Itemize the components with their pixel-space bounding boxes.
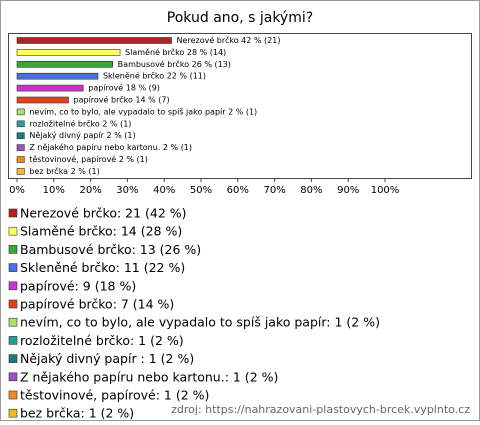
x-tick-label: 100% (371, 185, 400, 196)
bar (16, 156, 25, 163)
legend-swatch (8, 336, 18, 345)
value-label: papírové brčko 14 % (7) (74, 95, 170, 105)
legend-label: papírové brčko: 7 (14 %) (20, 297, 174, 312)
legend-swatch (8, 390, 18, 400)
value-label: Z nějakého papíru nebo kartonu. 2 % (1) (29, 142, 192, 152)
x-tick-label: 60% (227, 185, 249, 196)
x-tick-label: 0% (9, 185, 25, 196)
bar (16, 49, 121, 56)
chart-title: Pokud ano, s jakými? (167, 10, 313, 26)
x-tick-label: 70% (263, 185, 285, 196)
x-tick-label: 90% (337, 185, 359, 196)
x-tick-label: 20% (79, 185, 101, 196)
bar (16, 144, 25, 151)
value-label: nevím, co to bylo, ale vypadalo to spíš … (29, 106, 257, 116)
legend-label: rozložitelné brčko: 1 (2 %) (20, 333, 184, 348)
legend-swatch (8, 299, 18, 309)
plot-area (8, 33, 472, 179)
value-label: Nerezové brčko 42 % (21) (177, 35, 281, 45)
legend-label: bez brčka: 1 (2 %) (20, 406, 134, 421)
bar (16, 37, 172, 44)
value-label: bez brčka 2 % (1) (29, 166, 99, 176)
legend-label: Skleněné brčko: 11 (22 %) (20, 260, 185, 275)
value-label: Nějaký divný papír 2 % (1) (29, 131, 135, 140)
bar (16, 72, 99, 80)
bar (16, 108, 25, 116)
x-tick-label: 40% (153, 185, 175, 196)
value-label: rozložitelné brčko 2 % (1) (29, 118, 131, 128)
legend-swatch (8, 281, 18, 291)
value-label: Slaměné brčko 28 % (14) (125, 47, 226, 57)
bar (16, 132, 25, 139)
value-label: Bambusové brčko 26 % (13) (118, 59, 231, 69)
x-tick-label: 50% (190, 185, 212, 196)
legend-swatch (8, 408, 18, 418)
legend-swatch (8, 226, 18, 236)
x-tick-label: 30% (116, 185, 138, 196)
legend-label: Nerezové brčko: 21 (42 %) (20, 206, 187, 221)
value-label: papírové 18 % (9) (88, 83, 160, 93)
bar (16, 120, 25, 128)
legend-label: Bambusové brčko: 13 (26 %) (20, 242, 201, 257)
bar (16, 60, 113, 68)
legend-label: papírové: 9 (18 %) (20, 278, 136, 293)
x-tick-label: 80% (300, 185, 322, 196)
legend-label: těstovinové, papírové: 1 (2 %) (20, 388, 209, 403)
bar (16, 96, 69, 104)
x-tick-label: 10% (43, 185, 65, 196)
legend-swatch (8, 354, 18, 363)
legend-label: nevím, co to bylo, ale vypadalo to spíš … (20, 315, 380, 330)
legend-label: Slaměné brčko: 14 (28 %) (20, 224, 182, 239)
legend-swatch (8, 263, 18, 272)
legend-swatch (8, 317, 18, 327)
source: zdroj: https://nahrazovani-plastovych-br… (171, 403, 470, 416)
value-label: Skleněné brčko 22 % (11) (103, 71, 206, 81)
value-label: těstovinové, papírové 2 % (1) (29, 154, 148, 164)
legend-swatch (8, 245, 18, 254)
legend-swatch (8, 208, 18, 218)
bar (16, 168, 25, 175)
legend-label: Nějaký divný papír : 1 (2 %) (20, 351, 194, 366)
legend-label: Z nějakého papíru nebo kartonu.: 1 (2 %) (20, 369, 278, 384)
bar (16, 84, 84, 92)
legend-swatch (8, 372, 18, 382)
